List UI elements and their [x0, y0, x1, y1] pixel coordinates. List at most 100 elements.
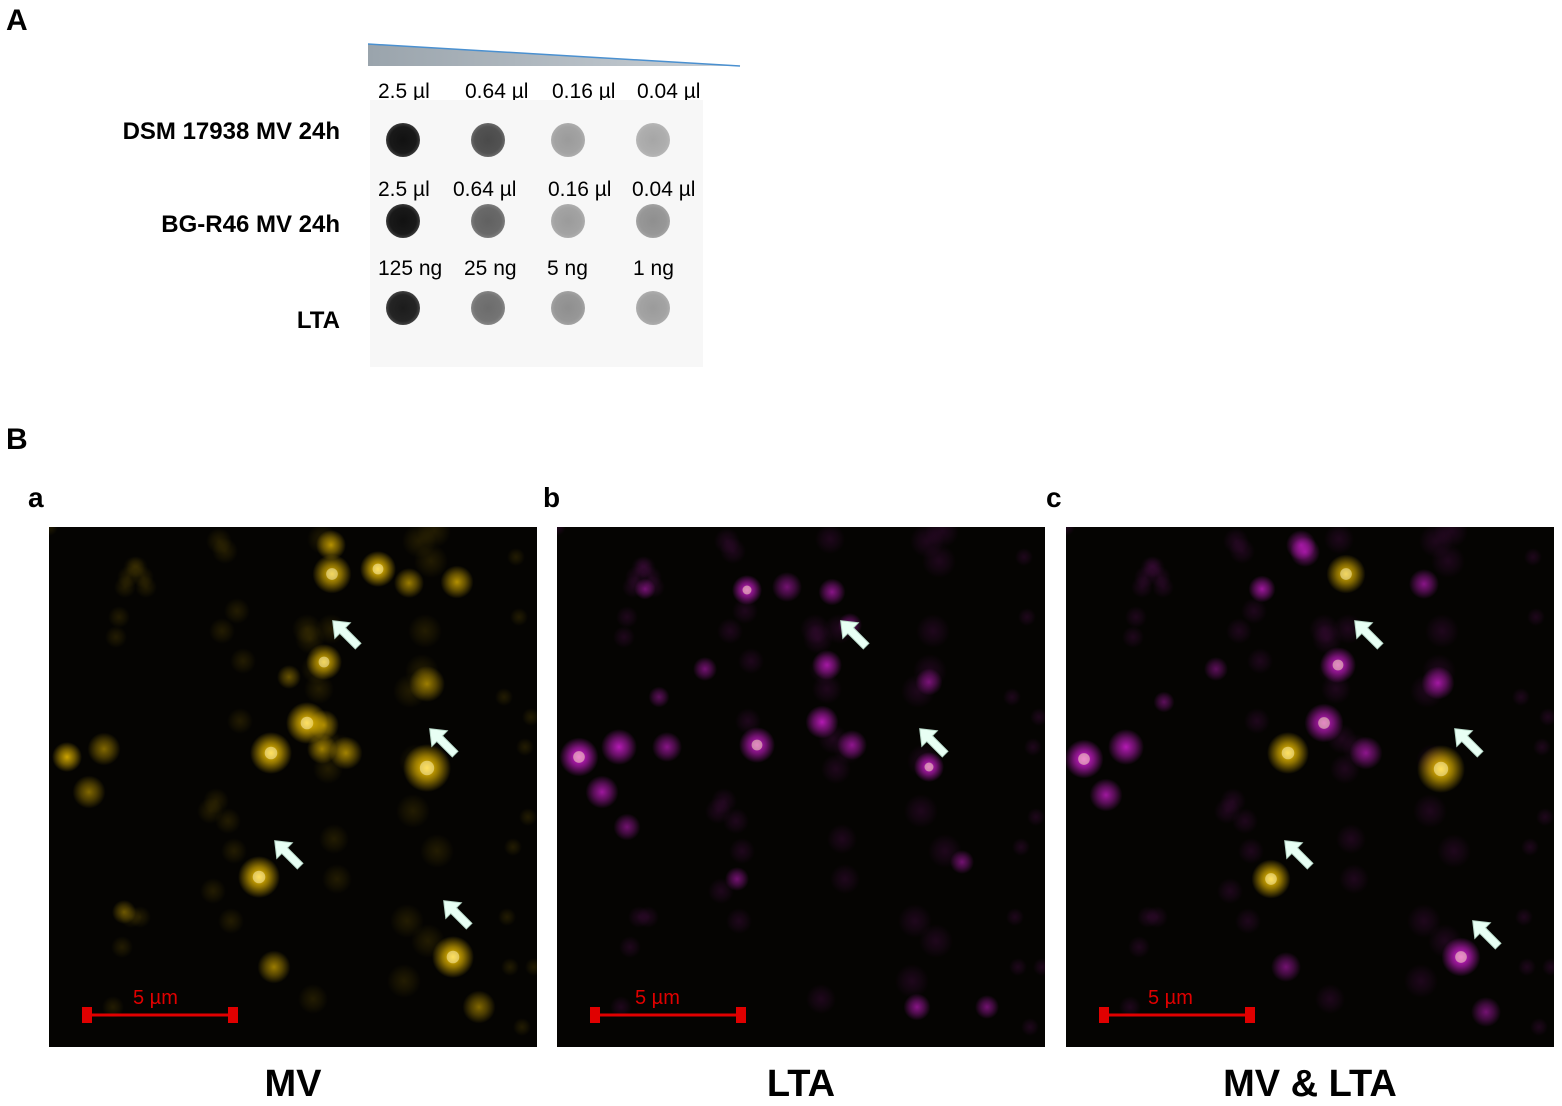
background-haze: [1238, 838, 1264, 864]
background-haze: [1247, 648, 1273, 674]
micrograph-merge-canvas: [1066, 527, 1554, 1036]
background-haze: [1512, 688, 1530, 706]
fluorescent-spot-core: [573, 751, 585, 763]
fluorescent-spot: [1089, 778, 1123, 812]
background-haze: [717, 618, 743, 644]
background-haze: [1137, 906, 1159, 928]
background-haze: [616, 606, 638, 628]
fluorescent-spot: [440, 565, 474, 599]
background-haze: [224, 598, 250, 624]
background-haze: [206, 528, 232, 554]
background-haze: [1244, 708, 1270, 734]
subpanel-c-letter: c: [1046, 482, 1062, 513]
amount-label: 0.64 µl: [465, 80, 529, 103]
fluorescent-spot: [648, 686, 670, 708]
background-haze: [1030, 708, 1045, 726]
fluorescent-spot: [87, 732, 121, 766]
background-haze: [1024, 738, 1042, 756]
background-haze: [714, 528, 740, 554]
background-haze: [898, 904, 932, 938]
background-haze: [495, 688, 513, 706]
amount-label: 2.5 µl: [378, 80, 430, 103]
background-haze: [105, 626, 127, 648]
scale-bar: [82, 1007, 238, 1023]
background-haze: [49, 527, 58, 536]
background-haze: [1009, 958, 1027, 976]
background-haze: [1223, 528, 1249, 554]
background-haze: [726, 908, 752, 934]
background-haze: [1217, 878, 1243, 904]
caption-mv: MV: [264, 1063, 322, 1105]
fluorescent-spot: [1248, 575, 1276, 603]
scale-bar-label: 5 µm: [133, 987, 178, 1009]
scale-bar: [1099, 1007, 1255, 1023]
amount-label: 0.16 µl: [552, 80, 616, 103]
fluorescent-spot: [1471, 997, 1501, 1027]
fluorescent-spot: [394, 568, 424, 598]
blot-dot: [471, 204, 505, 238]
blot-dot: [636, 123, 670, 157]
background-haze: [1539, 708, 1554, 726]
background-haze: [1015, 548, 1033, 566]
background-haze: [1003, 688, 1021, 706]
background-haze: [705, 798, 731, 824]
fluorescent-spot: [462, 990, 496, 1024]
background-haze: [501, 958, 519, 976]
background-haze: [516, 738, 534, 756]
amount-label: 5 ng: [547, 257, 588, 280]
arrow-icon: [840, 620, 870, 650]
background-haze: [408, 614, 442, 648]
background-haze: [218, 908, 244, 934]
background-haze: [1235, 908, 1261, 934]
background-haze: [557, 527, 566, 536]
background-haze: [510, 608, 528, 626]
fluorescent-spot: [975, 995, 999, 1019]
background-haze: [522, 708, 537, 726]
background-haze: [800, 614, 830, 644]
caption-lta: LTA: [766, 1063, 836, 1105]
background-haze: [732, 598, 758, 624]
arrow-icon: [1472, 920, 1502, 950]
background-haze: [1542, 958, 1554, 976]
fluorescent-spot-core: [318, 656, 330, 668]
background-haze: [102, 996, 124, 1018]
background-haze: [519, 808, 537, 826]
background-haze: [827, 824, 857, 854]
background-haze: [221, 838, 247, 864]
arrow-icon: [1454, 728, 1484, 758]
fluorescent-spot: [309, 710, 339, 740]
fluorescent-spot: [837, 730, 867, 760]
fluorescent-spot-core: [924, 762, 934, 772]
fluorescent-spot: [585, 775, 619, 809]
fluorescent-spot: [915, 668, 943, 696]
background-haze: [209, 618, 235, 644]
blot-dot: [386, 291, 420, 325]
background-haze: [806, 984, 836, 1014]
background-haze: [613, 626, 635, 648]
background-haze: [1437, 834, 1471, 868]
fluorescent-spot-core: [1433, 761, 1449, 777]
dot-blot-membrane: [370, 100, 703, 367]
arrow-icon: [1354, 620, 1384, 650]
background-haze: [1425, 614, 1459, 648]
background-haze: [916, 614, 950, 648]
fluorescent-spot: [805, 705, 839, 739]
fluorescent-spot-core: [252, 870, 266, 884]
amount-label: 125 ng: [378, 257, 443, 280]
background-haze: [396, 794, 430, 828]
fluorescent-spot-core: [419, 760, 435, 776]
background-haze: [1518, 958, 1536, 976]
background-haze: [1339, 864, 1369, 894]
background-haze: [815, 527, 845, 554]
background-haze: [895, 964, 929, 998]
caption-merge: MV & LTA: [1223, 1063, 1397, 1105]
background-haze: [1012, 838, 1030, 856]
fluorescent-spot-core: [372, 563, 384, 575]
arrow-icon: [274, 840, 304, 870]
blot-dot: [386, 123, 420, 157]
background-haze: [507, 548, 525, 566]
arrow-icon: [443, 900, 473, 930]
amount-label: 0.16 µl: [548, 178, 612, 201]
fluorescent-spot: [634, 578, 656, 600]
background-haze: [1315, 984, 1345, 1014]
